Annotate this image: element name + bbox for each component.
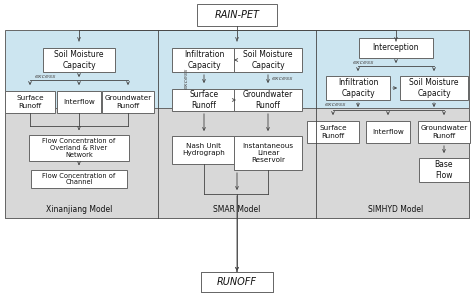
FancyBboxPatch shape	[307, 121, 359, 143]
Text: Soil Moisture
Capacity: Soil Moisture Capacity	[409, 78, 459, 98]
Text: Infiltration
Capacity: Infiltration Capacity	[338, 78, 378, 98]
FancyBboxPatch shape	[5, 91, 55, 113]
FancyBboxPatch shape	[5, 30, 469, 218]
Text: RUNOFF: RUNOFF	[217, 277, 257, 287]
Text: Infiltration
Capacity: Infiltration Capacity	[184, 50, 224, 70]
Text: RAIN-PET: RAIN-PET	[215, 10, 259, 20]
Text: Interception: Interception	[373, 44, 419, 52]
Text: SMAR Model: SMAR Model	[213, 205, 261, 213]
FancyBboxPatch shape	[172, 136, 236, 164]
FancyBboxPatch shape	[31, 170, 127, 188]
Text: excess: excess	[34, 73, 55, 78]
FancyBboxPatch shape	[234, 48, 302, 72]
Text: Interflow: Interflow	[372, 129, 404, 135]
FancyBboxPatch shape	[5, 108, 469, 218]
Text: Instantaneous
Linear
Reservoir: Instantaneous Linear Reservoir	[242, 143, 293, 163]
Text: SIMHYD Model: SIMHYD Model	[368, 205, 424, 213]
FancyBboxPatch shape	[419, 158, 469, 182]
FancyBboxPatch shape	[366, 121, 410, 143]
Text: RUNOFF: RUNOFF	[217, 277, 257, 287]
Text: Nash Unit
Hydrograph: Nash Unit Hydrograph	[182, 144, 225, 157]
Text: Base
Flow: Base Flow	[435, 160, 453, 180]
FancyBboxPatch shape	[172, 48, 236, 72]
Text: excess: excess	[352, 59, 374, 65]
Text: Groundwater
Runoff: Groundwater Runoff	[243, 90, 293, 110]
Text: Interflow: Interflow	[63, 99, 95, 105]
FancyBboxPatch shape	[400, 76, 468, 100]
FancyBboxPatch shape	[359, 38, 433, 58]
FancyBboxPatch shape	[172, 89, 236, 111]
FancyBboxPatch shape	[29, 135, 129, 161]
Text: excess: excess	[324, 102, 346, 107]
FancyBboxPatch shape	[418, 121, 470, 143]
Text: Flow Concentration of
Overland & River
Network: Flow Concentration of Overland & River N…	[42, 138, 116, 158]
FancyBboxPatch shape	[234, 89, 302, 111]
FancyBboxPatch shape	[234, 136, 302, 170]
Text: excess: excess	[183, 67, 189, 89]
FancyBboxPatch shape	[201, 272, 273, 292]
Text: Soil Moisture
Capacity: Soil Moisture Capacity	[54, 50, 104, 70]
Text: Surface
Runoff: Surface Runoff	[16, 96, 44, 109]
FancyBboxPatch shape	[201, 272, 273, 292]
FancyBboxPatch shape	[197, 4, 277, 26]
FancyBboxPatch shape	[43, 48, 115, 72]
Text: Groundwater
Runoff: Groundwater Runoff	[420, 126, 468, 139]
FancyBboxPatch shape	[102, 91, 154, 113]
Text: Groundwater
Runoff: Groundwater Runoff	[104, 96, 152, 109]
FancyBboxPatch shape	[57, 91, 101, 113]
Text: Flow Concentration of
Channel: Flow Concentration of Channel	[42, 173, 116, 186]
Text: Surface
Runoff: Surface Runoff	[319, 126, 347, 139]
Text: Soil Moisture
Capacity: Soil Moisture Capacity	[243, 50, 293, 70]
Text: excess: excess	[271, 75, 292, 81]
Text: Surface
Runoff: Surface Runoff	[190, 90, 219, 110]
FancyBboxPatch shape	[326, 76, 390, 100]
Text: Xinanjiang Model: Xinanjiang Model	[46, 205, 112, 213]
